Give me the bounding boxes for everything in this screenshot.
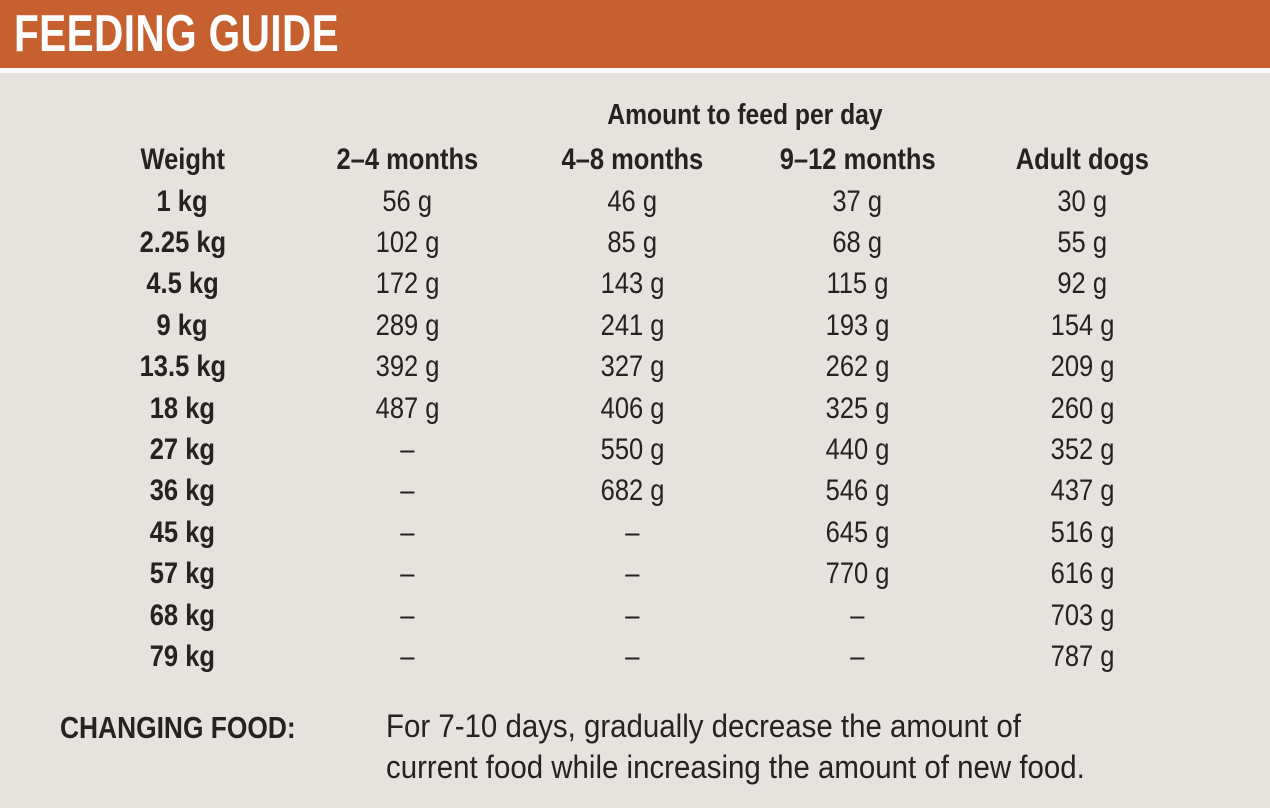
table-body: 1 kg 56 g 46 g 37 g 30 g 2.25 kg 102 g 85 g 68 g… xyxy=(0,181,1270,678)
table-row: 36 kg – 682 g 546 g 437 g xyxy=(70,471,1270,512)
amount-cell: 209 g xyxy=(1050,350,1115,384)
amount-cell: 645 g xyxy=(825,515,890,549)
amount-cell: 616 g xyxy=(1050,557,1115,591)
amount-cell: – xyxy=(400,474,415,508)
amount-cell: – xyxy=(625,557,640,591)
column-header: Adult dogs xyxy=(1015,143,1150,176)
changing-food-label: CHANGING FOOD: xyxy=(60,709,296,745)
column-header: 9–12 months xyxy=(779,143,936,176)
amount-cell: 46 g xyxy=(607,184,658,218)
amount-cell: 682 g xyxy=(600,474,665,508)
amount-cell: 102 g xyxy=(375,226,440,260)
table-row: 4.5 kg 172 g 143 g 115 g 92 g xyxy=(70,264,1270,305)
changing-food-note-line-2: current food while increasing the amount… xyxy=(386,748,1085,785)
content-area: Amount to feed per day Weight 2–4 months 4… xyxy=(0,73,1270,788)
amount-cell: 352 g xyxy=(1050,433,1115,467)
amount-cell: 56 g xyxy=(382,184,433,218)
column-header: 4–8 months xyxy=(561,143,704,176)
amount-cell: – xyxy=(850,639,865,673)
amount-cell: – xyxy=(625,515,640,549)
amount-cell: 437 g xyxy=(1050,474,1115,508)
feeding-guide-panel: FEEDING GUIDE Amount to feed per day Wei… xyxy=(0,0,1270,788)
amount-cell: 241 g xyxy=(600,308,665,342)
weight-cell: 57 kg xyxy=(149,557,216,591)
changing-food-note: For 7-10 days, gradually decrease the am… xyxy=(386,706,1146,788)
amount-cell: 325 g xyxy=(825,391,890,425)
weight-cell: 27 kg xyxy=(149,433,216,467)
amount-cell: 289 g xyxy=(375,308,440,342)
amount-cell: 703 g xyxy=(1050,598,1115,632)
weight-cell: 13.5 kg xyxy=(139,350,226,384)
table-row: 18 kg 487 g 406 g 325 g 260 g xyxy=(70,388,1270,429)
amount-cell: – xyxy=(400,433,415,467)
amount-cell: 193 g xyxy=(825,308,890,342)
table-row: 9 kg 289 g 241 g 193 g 154 g xyxy=(70,305,1270,346)
weight-cell: 68 kg xyxy=(149,598,216,632)
amount-cell: – xyxy=(625,598,640,632)
table-row: 13.5 kg 392 g 327 g 262 g 209 g xyxy=(70,347,1270,388)
amount-cell: 85 g xyxy=(607,226,658,260)
amount-cell: – xyxy=(400,639,415,673)
amount-cell: 440 g xyxy=(825,433,890,467)
amount-cell: – xyxy=(625,639,640,673)
table-row: 79 kg – – – 787 g xyxy=(70,636,1270,677)
amount-cell: 172 g xyxy=(375,267,440,301)
amount-cell: 55 g xyxy=(1057,226,1108,260)
amount-cell: – xyxy=(400,598,415,632)
amount-cell: 392 g xyxy=(375,350,440,384)
table-super-header: Amount to feed per day xyxy=(295,99,1195,131)
weight-cell: 1 kg xyxy=(156,184,209,218)
changing-food-note-line-1: For 7-10 days, gradually decrease the am… xyxy=(386,707,1021,744)
table-row: 68 kg – – – 703 g xyxy=(70,595,1270,636)
weight-cell: 2.25 kg xyxy=(139,226,226,260)
amount-cell: 92 g xyxy=(1057,267,1108,301)
weight-cell: 4.5 kg xyxy=(146,267,219,301)
weight-cell: 79 kg xyxy=(149,639,216,673)
table-row: 27 kg – 550 g 440 g 352 g xyxy=(70,429,1270,470)
amount-cell: 327 g xyxy=(600,350,665,384)
amount-cell: – xyxy=(400,515,415,549)
table-super-header-label: Amount to feed per day xyxy=(607,99,883,131)
amount-cell: 37 g xyxy=(832,184,883,218)
changing-food-section: CHANGING FOOD: For 7-10 days, gradually … xyxy=(0,706,1270,788)
amount-cell: 68 g xyxy=(832,226,883,260)
amount-cell: 262 g xyxy=(825,350,890,384)
amount-cell: 154 g xyxy=(1050,308,1115,342)
amount-cell: 406 g xyxy=(600,391,665,425)
weight-cell: 18 kg xyxy=(149,391,216,425)
table-header-row: Weight 2–4 months 4–8 months 9–12 months Adu… xyxy=(70,139,1270,181)
amount-cell: 770 g xyxy=(825,557,890,591)
weight-cell: 45 kg xyxy=(149,515,216,549)
weight-cell: 36 kg xyxy=(149,474,216,508)
table-row: 1 kg 56 g 46 g 37 g 30 g xyxy=(70,181,1270,222)
amount-cell: 143 g xyxy=(600,267,665,301)
amount-cell: 546 g xyxy=(825,474,890,508)
table-row: 45 kg – – 645 g 516 g xyxy=(70,512,1270,553)
amount-cell: 516 g xyxy=(1050,515,1115,549)
column-header: 2–4 months xyxy=(336,143,479,176)
amount-cell: 115 g xyxy=(826,267,889,301)
amount-cell: 787 g xyxy=(1050,639,1115,673)
table-row: 2.25 kg 102 g 85 g 68 g 55 g xyxy=(70,222,1270,263)
column-header: Weight xyxy=(140,143,225,176)
amount-cell: 260 g xyxy=(1050,391,1115,425)
amount-cell: 550 g xyxy=(600,433,665,467)
page-title: FEEDING GUIDE xyxy=(14,5,340,63)
amount-cell: – xyxy=(400,557,415,591)
feeding-table: Amount to feed per day Weight 2–4 months 4… xyxy=(0,99,1270,678)
header-banner: FEEDING GUIDE xyxy=(0,0,1270,68)
banner-divider xyxy=(0,68,1270,73)
weight-cell: 9 kg xyxy=(156,308,209,342)
amount-cell: – xyxy=(850,598,865,632)
table-row: 57 kg – – 770 g 616 g xyxy=(70,554,1270,595)
amount-cell: 30 g xyxy=(1057,184,1108,218)
amount-cell: 487 g xyxy=(375,391,440,425)
